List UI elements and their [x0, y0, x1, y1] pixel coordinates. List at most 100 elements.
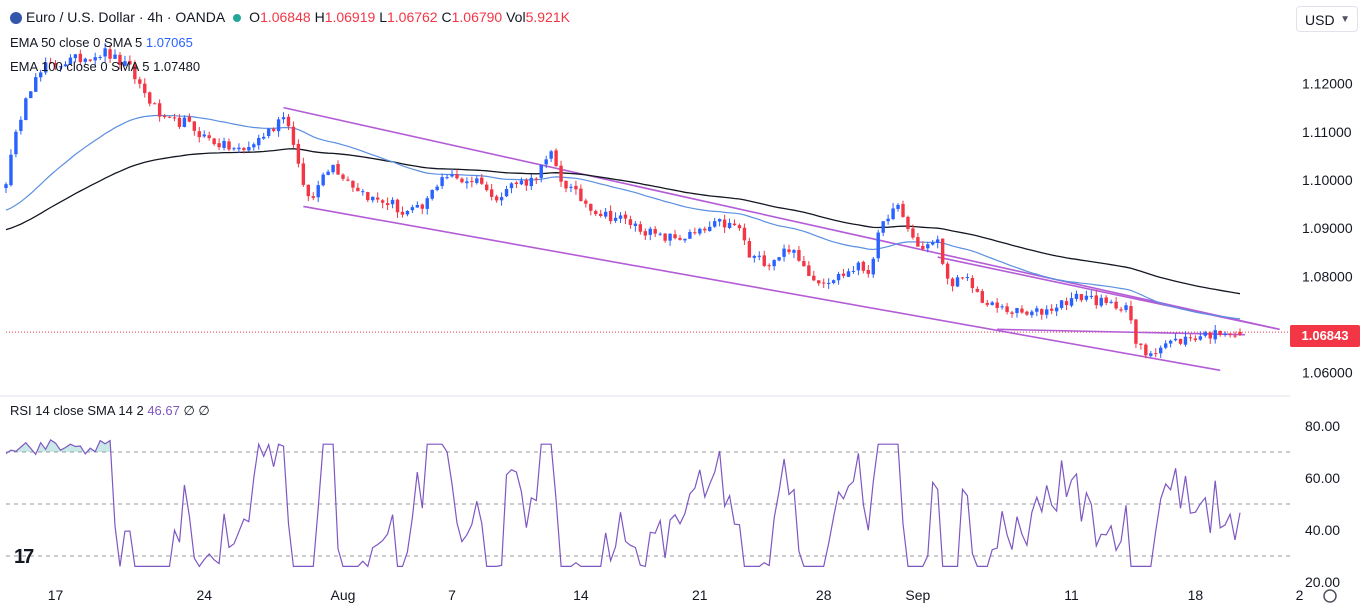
- candle-body: [1134, 319, 1138, 344]
- candle-body: [177, 117, 182, 127]
- candle-body: [336, 164, 340, 175]
- candle-body: [395, 199, 400, 213]
- low-label: L: [379, 9, 387, 25]
- candle-body: [554, 150, 558, 167]
- candle-body: [197, 131, 201, 138]
- candle-body: [1045, 309, 1049, 315]
- candle-body: [1203, 332, 1208, 336]
- rsi-line: [5, 439, 1241, 568]
- candle-body: [470, 181, 474, 183]
- candle-body: [232, 148, 236, 150]
- candle-body: [1124, 305, 1128, 310]
- candle-body: [29, 91, 33, 99]
- candle-body: [460, 178, 464, 183]
- current-price-tag: 1.06843: [1290, 325, 1360, 347]
- candle-body: [1183, 336, 1188, 345]
- candle-body: [43, 62, 48, 73]
- rsi-legend[interactable]: RSI 14 close SMA 14 2 46.67 ∅ ∅: [10, 403, 210, 419]
- candle-body: [866, 269, 871, 274]
- candle-body: [638, 224, 643, 232]
- candle-body: [663, 233, 667, 241]
- candle-body: [926, 244, 930, 249]
- candle-body: [1040, 309, 1044, 315]
- price-axis-tick: 1.09000: [1302, 220, 1353, 236]
- candle-body: [4, 184, 8, 189]
- candle-body: [955, 277, 960, 287]
- candle-body: [916, 237, 920, 247]
- candle-body: [1144, 344, 1148, 356]
- tradingview-logo-icon[interactable]: 17: [14, 546, 34, 568]
- candle-body: [901, 203, 905, 217]
- candle-body: [985, 302, 989, 305]
- candle-body: [658, 233, 662, 235]
- candle-body: [1163, 343, 1168, 348]
- candle-body: [921, 245, 925, 249]
- price-axis-tick: 1.08000: [1302, 268, 1353, 284]
- time-axis-tick: 24: [196, 587, 212, 603]
- candle-body: [703, 228, 707, 231]
- rsi-value: 46.67: [147, 403, 180, 418]
- settings-gear-icon[interactable]: [1323, 589, 1337, 603]
- candle-body: [579, 188, 583, 202]
- candle-body: [708, 226, 712, 231]
- channel-upper-line: [283, 106, 1280, 331]
- candle-body: [326, 171, 330, 175]
- time-axis-tick: 7: [448, 587, 456, 603]
- candle-body: [78, 53, 83, 62]
- candle-body: [1030, 311, 1034, 316]
- candle-body: [366, 192, 370, 201]
- candle-body: [1079, 294, 1084, 301]
- candle-body: [1010, 312, 1014, 314]
- candle-body: [717, 219, 722, 222]
- candle-body: [896, 204, 900, 209]
- candle-body: [480, 177, 484, 184]
- candle-body: [1104, 297, 1108, 303]
- currency-selector[interactable]: USD ▼: [1296, 6, 1358, 32]
- candle-body: [643, 231, 648, 236]
- candle-body: [693, 232, 697, 234]
- candle-body: [871, 258, 875, 275]
- rsi-axis-tick: 40.00: [1305, 522, 1340, 538]
- candle-body: [148, 92, 152, 104]
- candle-body: [93, 57, 97, 61]
- candle-body: [906, 216, 910, 229]
- candle-body: [1178, 338, 1183, 344]
- candle-body: [856, 262, 861, 271]
- candle-body: [633, 223, 638, 226]
- rsi-label: RSI 14 close SMA 14 2: [10, 403, 144, 418]
- candle-body: [970, 277, 975, 289]
- candle-body: [321, 174, 325, 186]
- candle-body: [266, 128, 271, 136]
- ema100-legend[interactable]: EMA 100 close 0 SMA 5 1.07480: [10, 59, 200, 74]
- candle-body: [410, 207, 415, 211]
- candle-body: [564, 180, 568, 189]
- ema50-label: EMA 50 close 0 SMA 5: [10, 35, 143, 50]
- open-label: O: [249, 9, 261, 25]
- candle-body: [63, 64, 68, 67]
- ema100-value: 1.07480: [153, 59, 201, 74]
- candle-body: [1119, 309, 1123, 311]
- symbol-title[interactable]: Euro / U.S. Dollar · 4h · OANDA: [26, 9, 226, 25]
- candle-body: [351, 180, 355, 188]
- candle-body: [534, 178, 538, 180]
- rsi-extra: ∅ ∅: [183, 403, 210, 418]
- candle-body: [58, 66, 63, 68]
- candle-body: [931, 242, 935, 245]
- candle-body: [157, 103, 162, 117]
- close-value: 1.06790: [451, 9, 503, 25]
- candle-body: [227, 141, 231, 150]
- ema50-legend[interactable]: EMA 50 close 0 SMA 5 1.07065: [10, 35, 193, 50]
- time-axis-tick: 11: [1064, 587, 1079, 603]
- time-axis-tick: 21: [692, 587, 708, 603]
- candle-body: [574, 185, 578, 190]
- candle-body: [9, 154, 13, 186]
- channel-recent-upper-line: [937, 256, 1280, 331]
- candle-body: [73, 54, 78, 59]
- candle-body: [742, 227, 747, 241]
- candle-body: [276, 119, 281, 132]
- candle-body: [202, 134, 206, 137]
- candle-body: [475, 178, 479, 183]
- time-axis-tick: 28: [816, 587, 832, 603]
